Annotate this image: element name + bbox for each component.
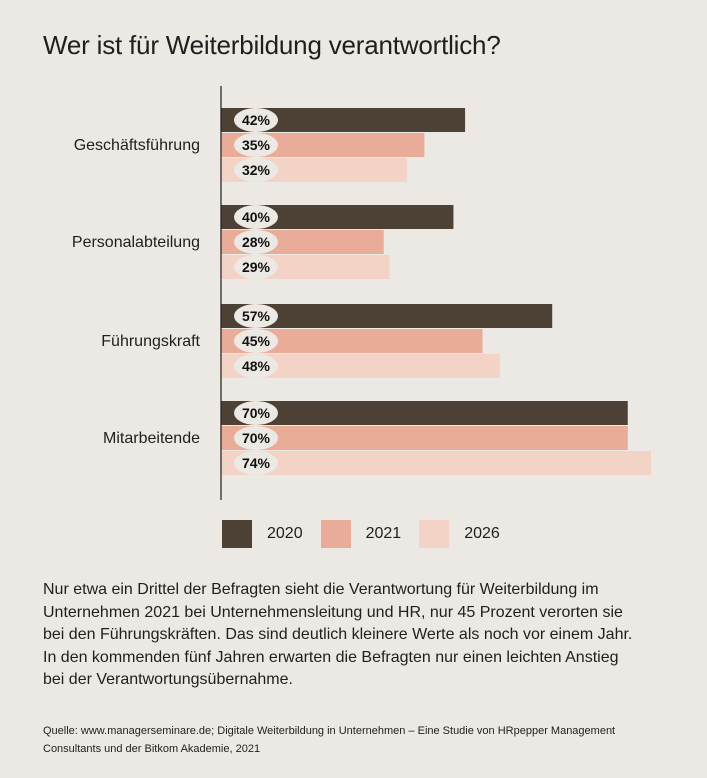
legend-swatch-2026 — [419, 520, 450, 548]
value-label: 48% — [242, 358, 271, 374]
value-label-bubble — [234, 255, 278, 279]
description-text: Nur etwa ein Drittel der Befragten sieht… — [43, 581, 633, 688]
bar-chart: Geschäftsführung 42% 35% 32% Personalabteilu… — [72, 86, 651, 500]
value-label-bubble — [234, 354, 278, 378]
value-label: 70% — [242, 405, 271, 421]
bar-2026 — [221, 451, 651, 475]
chart-title: Wer ist für Weiterbildung verantwortlich… — [43, 30, 501, 60]
bar-2021 — [221, 426, 628, 450]
value-label-bubble — [234, 401, 278, 425]
value-label-bubble — [234, 133, 278, 157]
value-label-bubble — [234, 205, 278, 229]
legend-item-2020: 2020 — [222, 520, 303, 548]
category-label: Geschäftsführung — [74, 137, 200, 154]
value-label: 40% — [242, 209, 271, 225]
value-label-bubble — [234, 451, 278, 475]
value-label: 70% — [242, 430, 271, 446]
value-label-bubble — [234, 230, 278, 254]
legend-swatch-2021 — [320, 520, 351, 548]
value-label-bubble — [234, 304, 278, 328]
legend-item-2021: 2021 — [320, 520, 402, 548]
value-label-bubble — [234, 158, 278, 182]
legend-label-2026: 2026 — [464, 525, 500, 542]
value-label-bubble — [234, 108, 278, 132]
legend-label-2020: 2020 — [267, 525, 303, 542]
legend: 2020 2021 2026 — [222, 520, 500, 548]
value-label: 28% — [242, 234, 271, 250]
value-label-bubble — [234, 329, 278, 353]
value-label: 29% — [242, 259, 271, 275]
source-note: Quelle: www.managerseminare.de; Digitale… — [43, 725, 616, 755]
value-label: 45% — [242, 333, 271, 349]
value-label: 57% — [242, 308, 271, 324]
category-label: Führungskraft — [101, 333, 200, 350]
legend-item-2026: 2026 — [419, 520, 500, 548]
legend-label-2021: 2021 — [365, 525, 402, 542]
category-label: Mitarbeitende — [103, 430, 200, 447]
value-label: 32% — [242, 162, 271, 178]
value-label: 74% — [242, 455, 271, 471]
value-label-bubble — [234, 426, 278, 450]
bar-2020 — [221, 401, 628, 425]
category-label: Personalabteilung — [72, 234, 200, 251]
value-label: 42% — [242, 112, 271, 128]
value-label: 35% — [242, 137, 271, 153]
legend-swatch-2020 — [222, 520, 252, 548]
